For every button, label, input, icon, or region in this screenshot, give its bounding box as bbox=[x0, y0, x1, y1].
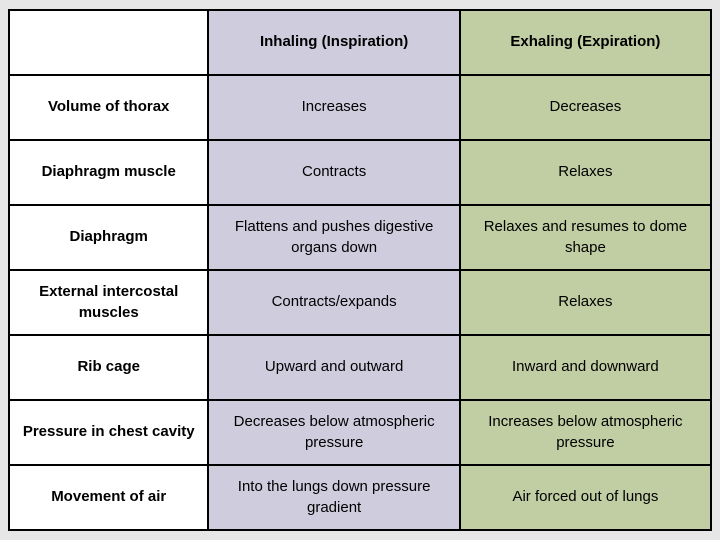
cell-exhale: Increases below atmospheric pressure bbox=[460, 400, 711, 465]
row-label: External intercostal muscles bbox=[9, 270, 208, 335]
table-row: Movement of air Into the lungs down pres… bbox=[9, 465, 711, 530]
cell-inhale: Decreases below atmospheric pressure bbox=[208, 400, 459, 465]
cell-exhale: Relaxes bbox=[460, 140, 711, 205]
cell-exhale: Air forced out of lungs bbox=[460, 465, 711, 530]
table-row: Diaphragm muscle Contracts Relaxes bbox=[9, 140, 711, 205]
cell-inhale: Contracts bbox=[208, 140, 459, 205]
row-label: Pressure in chest cavity bbox=[9, 400, 208, 465]
cell-inhale: Upward and outward bbox=[208, 335, 459, 400]
header-exhaling: Exhaling (Expiration) bbox=[460, 10, 711, 75]
cell-exhale: Relaxes and resumes to dome shape bbox=[460, 205, 711, 270]
header-blank bbox=[9, 10, 208, 75]
table-row: External intercostal muscles Contracts/e… bbox=[9, 270, 711, 335]
cell-inhale: Into the lungs down pressure gradient bbox=[208, 465, 459, 530]
cell-exhale: Relaxes bbox=[460, 270, 711, 335]
breathing-comparison-table: Inhaling (Inspiration) Exhaling (Expirat… bbox=[8, 9, 712, 531]
row-label: Rib cage bbox=[9, 335, 208, 400]
row-label: Diaphragm muscle bbox=[9, 140, 208, 205]
table-row: Diaphragm Flattens and pushes digestive … bbox=[9, 205, 711, 270]
table-row: Rib cage Upward and outward Inward and d… bbox=[9, 335, 711, 400]
table-row: Pressure in chest cavity Decreases below… bbox=[9, 400, 711, 465]
cell-exhale: Inward and downward bbox=[460, 335, 711, 400]
row-label: Volume of thorax bbox=[9, 75, 208, 140]
cell-inhale: Flattens and pushes digestive organs dow… bbox=[208, 205, 459, 270]
table-row: Volume of thorax Increases Decreases bbox=[9, 75, 711, 140]
table-header-row: Inhaling (Inspiration) Exhaling (Expirat… bbox=[9, 10, 711, 75]
row-label: Movement of air bbox=[9, 465, 208, 530]
row-label: Diaphragm bbox=[9, 205, 208, 270]
cell-exhale: Decreases bbox=[460, 75, 711, 140]
cell-inhale: Contracts/expands bbox=[208, 270, 459, 335]
header-inhaling: Inhaling (Inspiration) bbox=[208, 10, 459, 75]
cell-inhale: Increases bbox=[208, 75, 459, 140]
